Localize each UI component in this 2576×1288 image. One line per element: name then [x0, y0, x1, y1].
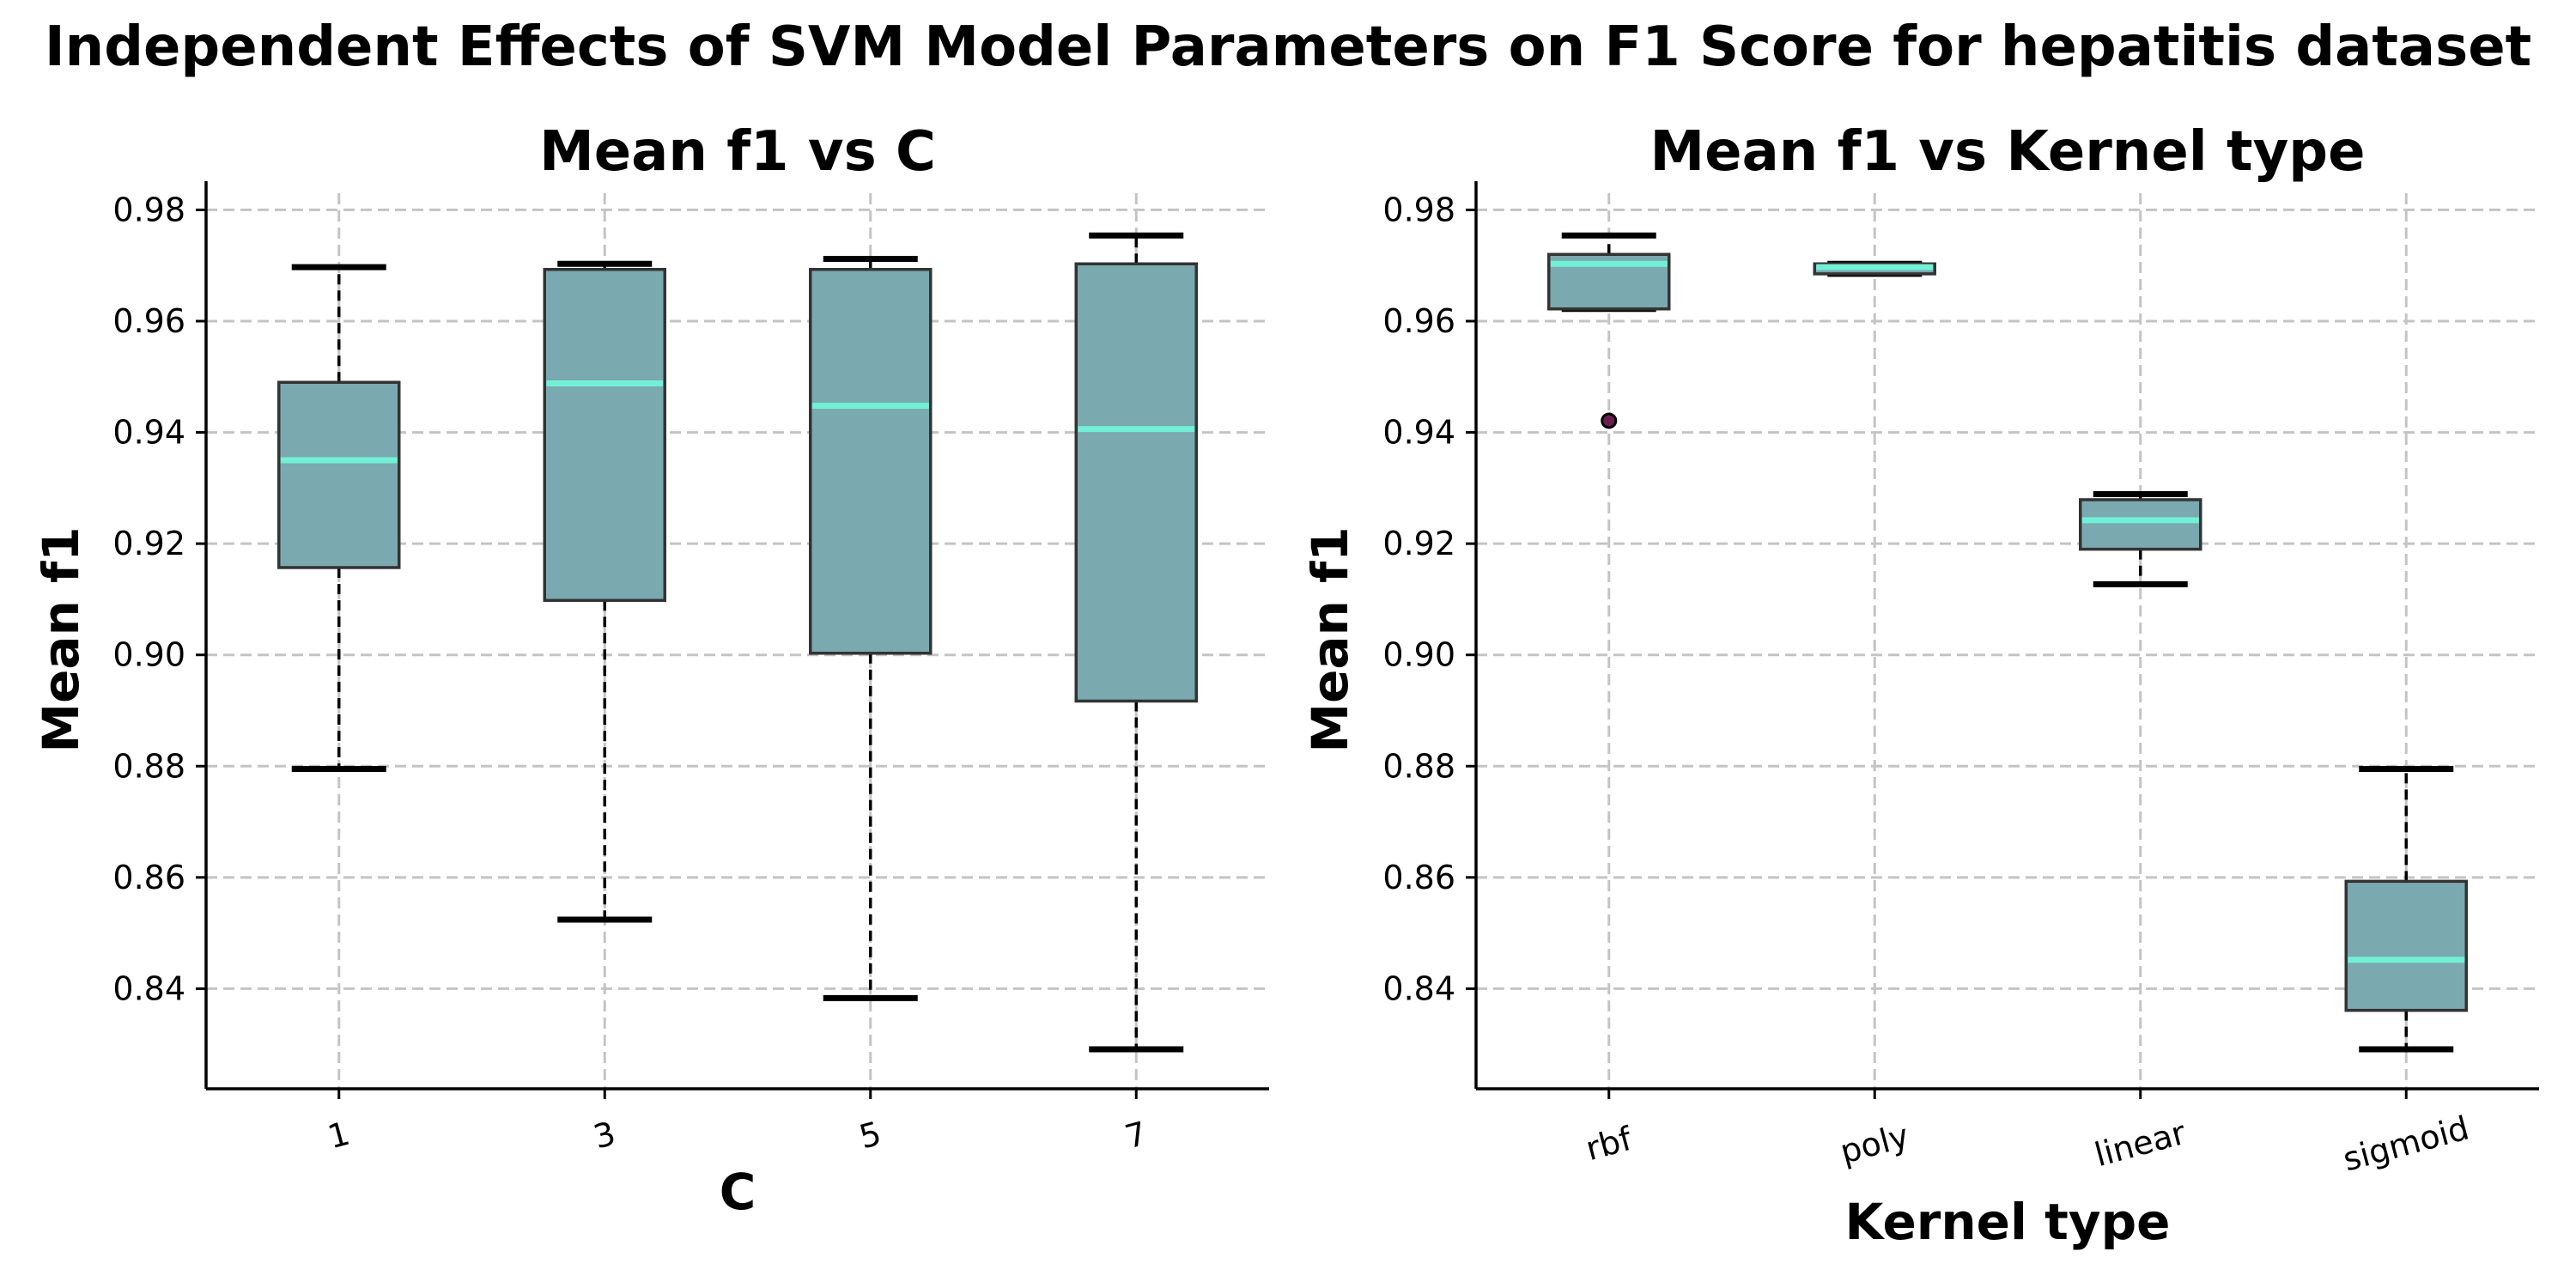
iqr-box [543, 268, 666, 602]
y-tick-label: 0.88 [112, 747, 185, 785]
y-tick-label: 0.98 [1382, 191, 1455, 228]
box-linear [2079, 490, 2202, 587]
x-tick-label: 3 [590, 1115, 620, 1157]
y-tick-label: 0.90 [1382, 636, 1455, 674]
y-tick-label: 0.86 [112, 859, 185, 896]
y-tick-label: 0.84 [1382, 969, 1455, 1007]
iqr-box [277, 380, 401, 569]
x-tick-label: 5 [855, 1115, 885, 1157]
box-7 [1074, 232, 1198, 1053]
y-tick-label: 0.86 [1382, 859, 1455, 896]
figure-title: Independent Effects of SVM Model Paramet… [45, 15, 2531, 79]
box-plots [277, 232, 1198, 1053]
y-tick-label: 0.90 [112, 636, 185, 674]
iqr-box [2079, 498, 2202, 551]
y-tick-label: 0.84 [112, 969, 185, 1007]
y-tick-label: 0.96 [112, 302, 185, 340]
box-3 [543, 260, 666, 923]
panel-title: Mean f1 vs Kernel type [1649, 120, 2365, 184]
box-plots [1547, 232, 2468, 1053]
x-tick-label: poly [1836, 1116, 1912, 1170]
iqr-box [2344, 879, 2468, 1012]
y-tick-label: 0.94 [1382, 414, 1455, 452]
y-axis-label: Mean f1 [1301, 526, 1359, 752]
y-tick-label: 0.94 [112, 414, 185, 452]
box-5 [809, 255, 933, 1001]
y-tick-label: 0.96 [1382, 302, 1455, 340]
panel-c: Mean f1 vs C C Mean f1 0.840.860.880.900… [32, 120, 1269, 1221]
x-axis-label: Kernel type [1845, 1193, 2171, 1251]
box-1 [277, 264, 401, 772]
y-tick-label: 0.88 [1382, 747, 1455, 785]
x-tick-label: rbf [1582, 1119, 1637, 1168]
iqr-box [809, 268, 933, 655]
y-axis-label: Mean f1 [32, 526, 90, 752]
panel-title: Mean f1 vs C [539, 120, 936, 184]
box-rbf [1547, 232, 1671, 429]
iqr-box [1074, 262, 1198, 703]
y-tick-label: 0.92 [112, 525, 185, 562]
outlier-point [1601, 412, 1618, 429]
x-tick-label: 1 [324, 1115, 354, 1157]
y-tick-label: 0.98 [112, 191, 185, 228]
axes: 0.84 0.86 0.88 0.90 0.92 0.94 0.96 0.98 rbf poly l… [1382, 181, 2539, 1179]
panel-kernel-type: Mean f1 vs Kernel type Kernel type Mean … [1301, 120, 2539, 1251]
x-tick-label: 7 [1121, 1115, 1151, 1157]
box-poly [1813, 260, 1936, 277]
box-sigmoid [2344, 766, 2468, 1053]
x-tick-label: sigmoid [2339, 1109, 2473, 1178]
x-axis-label: C [720, 1163, 756, 1221]
x-tick-label: linear [2091, 1114, 2190, 1174]
y-tick-label: 0.92 [1382, 525, 1455, 562]
axes: 0.84 0.86 0.88 0.90 0.92 0.94 0.96 0.98 1 3 5 7 [112, 181, 1269, 1156]
